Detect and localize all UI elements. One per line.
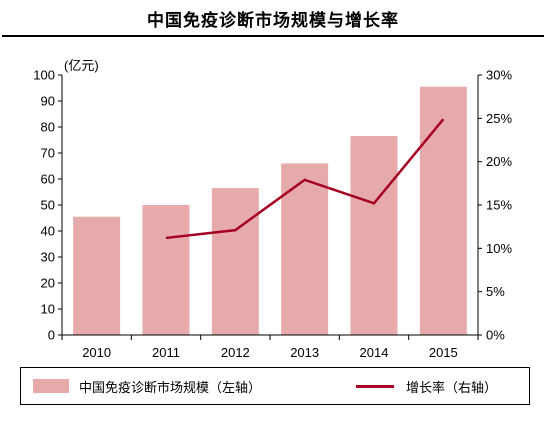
bar-2011 — [142, 205, 190, 335]
left-tick-label-100: 100 — [33, 68, 55, 83]
x-tick-label-2010: 2010 — [82, 345, 111, 360]
legend-line-swatch — [356, 384, 394, 388]
left-tick-label-50: 50 — [41, 198, 55, 213]
x-tick-label-2013: 2013 — [290, 345, 319, 360]
x-tick-label-2011: 2011 — [152, 345, 180, 360]
title-divider — [2, 35, 544, 37]
bar-2010 — [73, 216, 121, 335]
x-tick-label-2015: 2015 — [429, 345, 458, 360]
left-tick-label-10: 10 — [41, 302, 55, 317]
x-tick-label-2012: 2012 — [221, 345, 250, 360]
left-tick-label-0: 0 — [48, 328, 55, 343]
left-tick-label-20: 20 — [41, 276, 55, 291]
right-tick-label-30%: 30% — [486, 68, 512, 83]
right-tick-label-0%: 0% — [486, 328, 505, 343]
legend-bar-label: 中国免疫诊断市场规模（左轴） — [79, 380, 262, 396]
left-tick-label-90: 90 — [41, 94, 55, 109]
chart-title: 中国免疫诊断市场规模与增长率 — [147, 11, 399, 31]
legend-item-line-series: 增长率（右轴） — [356, 368, 497, 404]
left-tick-label-30: 30 — [41, 250, 55, 265]
legend-item-bar-series: 中国免疫诊断市场规模（左轴） — [33, 368, 261, 404]
legend-line-label: 增长率（右轴） — [406, 380, 498, 396]
left-tick-label-60: 60 — [41, 172, 55, 187]
right-tick-label-15%: 15% — [486, 198, 512, 213]
left-tick-label-40: 40 — [41, 224, 55, 239]
right-tick-label-10%: 10% — [486, 241, 512, 256]
left-tick-label-80: 80 — [41, 120, 55, 135]
bar-2012 — [211, 188, 259, 335]
bar-2013 — [281, 163, 329, 335]
chart-plot: 0 10 20 30 40 50 60 70 80 90 100 0% 5% 10% 15% 20% 25% 30… — [33, 58, 512, 360]
right-tick-label-5%: 5% — [486, 284, 505, 299]
x-tick-label-2014: 2014 — [360, 345, 389, 360]
left-axis-unit-label: (亿元) — [64, 58, 99, 73]
left-tick-label-70: 70 — [41, 146, 55, 161]
right-tick-label-25%: 25% — [486, 111, 512, 126]
right-tick-label-20%: 20% — [486, 154, 512, 169]
bar-2014 — [350, 136, 398, 335]
legend: 中国免疫诊断市场规模（左轴） 增长率（右轴） — [20, 367, 530, 405]
bar-2015 — [419, 86, 467, 335]
legend-bar-swatch — [33, 379, 69, 393]
